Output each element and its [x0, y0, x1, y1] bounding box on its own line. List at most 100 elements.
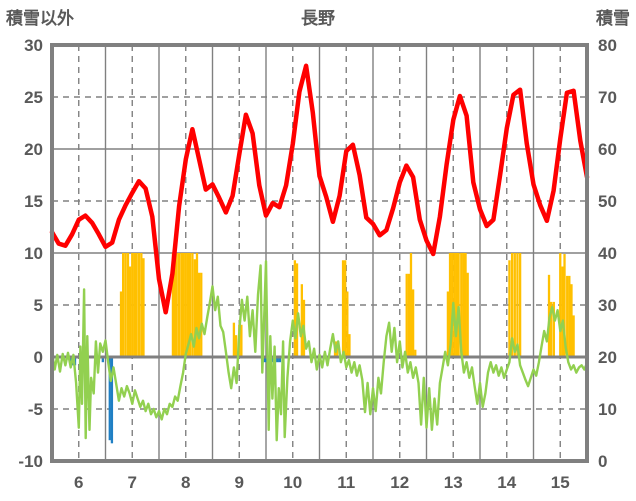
yellow-bars-bar: [171, 253, 175, 357]
left-axis-tick-label: -5: [28, 400, 43, 419]
yellow-bars-bar: [126, 253, 130, 357]
yellow-bars-bar: [180, 253, 183, 357]
yellow-bars-bar: [122, 253, 125, 357]
yellow-bars-bar: [559, 253, 562, 357]
x-axis-tick-label: 8: [181, 473, 190, 492]
yellow-bars-bar: [563, 254, 566, 357]
blue-bars-bar: [110, 357, 114, 444]
yellow-bars-bar: [232, 322, 236, 357]
yellow-bars-bar: [191, 253, 194, 357]
x-axis-tick-label: 10: [283, 473, 302, 492]
yellow-bars-bar: [550, 301, 553, 357]
yellow-bars-bar: [188, 253, 192, 357]
right-axis-title: 積雪: [596, 9, 630, 28]
x-axis-tick-label: 12: [390, 473, 409, 492]
x-axis-tick-label: 9: [235, 473, 244, 492]
yellow-bars-bar: [135, 253, 138, 357]
yellow-bars-bar: [193, 259, 196, 357]
x-axis-tick-label: 11: [337, 473, 355, 492]
plot-frame: [50, 43, 589, 463]
left-axis-tick-label: -10: [18, 452, 43, 471]
yellow-bars-bar: [133, 253, 136, 357]
yellow-bars-bar: [119, 291, 123, 357]
yellow-bars-bar: [240, 324, 243, 357]
yellow-bars-bar: [295, 263, 299, 357]
right-axis-tick-label: 60: [598, 140, 617, 159]
yellow-bars-bar: [409, 253, 413, 357]
yellow-bars-bar: [466, 272, 469, 357]
left-axis-tick-label: 15: [24, 192, 43, 211]
right-axis-tick-label: 0: [598, 452, 607, 471]
yellow-bars-bar: [460, 253, 463, 357]
yellow-bars-bar: [128, 266, 132, 357]
yellow-bars-bar: [177, 253, 181, 357]
yellow-bars-bar: [131, 253, 134, 357]
yellow-bars-bar: [195, 253, 199, 357]
right-axis-tick-label: 80: [598, 36, 617, 55]
yellow-bars-bar: [411, 289, 415, 357]
right-axis-tick-label: 10: [598, 400, 617, 419]
left-axis-title: 積雪以外: [6, 9, 74, 28]
yellow-bars-bar: [572, 315, 575, 357]
yellow-bars-bar: [513, 253, 516, 357]
green-line: [50, 260, 589, 442]
blue-bars-bar: [101, 357, 104, 363]
yellow-bars-bar: [346, 291, 349, 357]
yellow-bars-bar: [561, 266, 564, 357]
yellow-bars-bar: [182, 253, 185, 357]
x-axis-tick-label: 13: [444, 473, 463, 492]
yellow-bars-bar: [510, 253, 514, 357]
yellow-bars-bar: [341, 260, 345, 357]
yellow-bars-bar: [568, 275, 571, 357]
yellow-bars-bar: [348, 334, 351, 357]
yellow-bars-bar: [137, 253, 141, 357]
yellow-bars-bar: [508, 260, 511, 357]
chart-title: 長野: [301, 9, 335, 28]
x-axis-tick-label: 7: [128, 473, 137, 492]
yellow-bars-bar: [566, 275, 569, 357]
right-axis-tick-label: 20: [598, 348, 617, 367]
left-axis-tick-label: 25: [24, 88, 43, 107]
blue-bars-bar: [276, 357, 279, 363]
yellow-bars-bar: [457, 253, 460, 357]
yellow-bars-bar: [300, 284, 303, 357]
yellow-bars-bar: [344, 260, 347, 357]
yellow-bars-bar: [173, 253, 176, 357]
yellow-bars-bar: [186, 253, 190, 357]
yellow-bars-bar: [140, 253, 143, 357]
yellow-bars-bar: [448, 253, 452, 357]
yellow-bars-bar: [446, 291, 450, 357]
yellow-bars-bar: [405, 273, 408, 357]
right-axis-tick-label: 50: [598, 192, 617, 211]
blue-bars-bar: [263, 357, 267, 363]
yellow-bars-bar: [293, 260, 297, 357]
left-axis-tick-label: 10: [24, 244, 43, 263]
left-axis-tick-label: 0: [34, 348, 43, 367]
right-axis-tick-label: 70: [598, 88, 617, 107]
blue-bars-bar: [278, 357, 282, 363]
yellow-bars-bar: [234, 335, 238, 357]
yellow-bars-bar: [414, 349, 417, 357]
yellow-bars-bar: [175, 253, 178, 357]
yellow-bars-bar: [462, 253, 465, 357]
yellow-bars-bar: [142, 258, 145, 357]
yellow-bars-bar: [407, 273, 410, 357]
yellow-bars-bar: [516, 253, 519, 357]
yellow-bars-bar: [570, 284, 573, 357]
yellow-bars-bar: [197, 272, 201, 357]
yellow-bars-bar: [518, 253, 522, 357]
x-axis-tick-label: 6: [74, 473, 83, 492]
left-axis-tick-label: 5: [34, 296, 43, 315]
yellow-bars-bar: [184, 253, 187, 357]
right-axis-tick-label: 40: [598, 244, 617, 263]
yellow-bars-bar: [552, 301, 555, 357]
left-axis-tick-label: 30: [24, 36, 43, 55]
x-axis-tick-label: 14: [497, 473, 516, 492]
right-axis-tick-label: 30: [598, 296, 617, 315]
red-line: [49, 63, 590, 315]
yellow-bars-bar: [200, 272, 203, 357]
x-axis-tick-label: 15: [551, 473, 570, 492]
yellow-bars-bar: [455, 253, 458, 357]
